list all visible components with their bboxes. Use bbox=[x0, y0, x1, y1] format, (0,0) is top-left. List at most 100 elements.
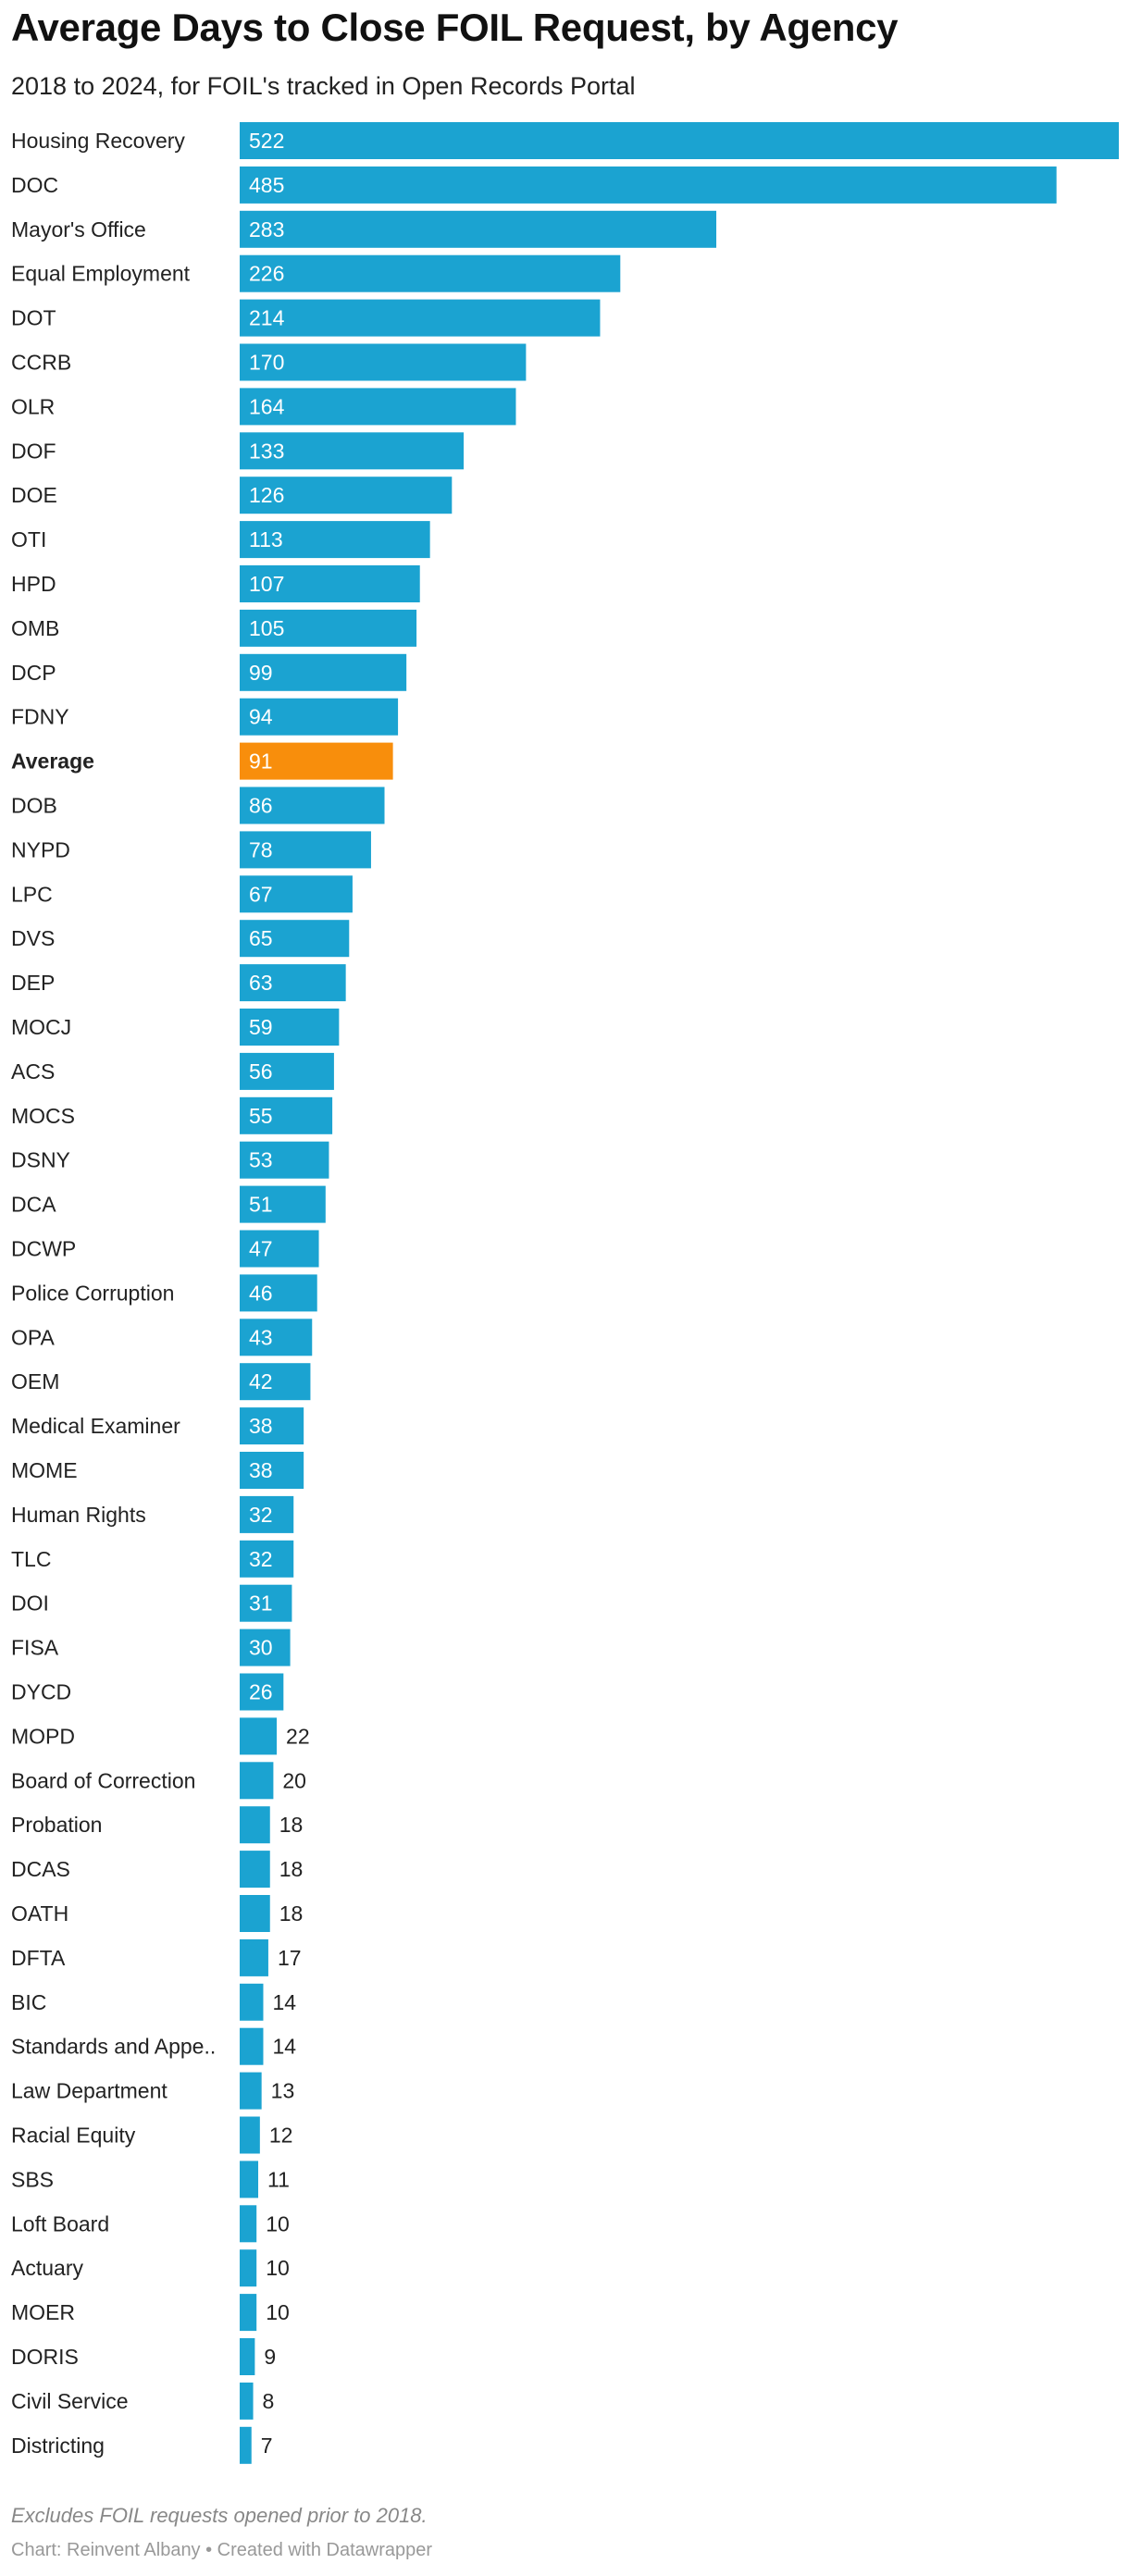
value-label: 53 bbox=[249, 1148, 273, 1172]
category-label: MOCJ bbox=[11, 1015, 71, 1039]
category-label: OATH bbox=[11, 1901, 68, 1926]
value-label: 105 bbox=[249, 616, 284, 640]
bar bbox=[240, 2249, 257, 2287]
bar bbox=[240, 2205, 257, 2243]
bar bbox=[240, 122, 1119, 159]
value-label: 32 bbox=[249, 1503, 273, 1527]
category-label: Mayor's Office bbox=[11, 217, 146, 242]
category-label: CCRB bbox=[11, 351, 71, 375]
value-label: 10 bbox=[266, 2300, 290, 2324]
bar bbox=[240, 521, 430, 559]
value-label: 86 bbox=[249, 794, 273, 818]
bar-row: Actuary 10 bbox=[11, 2249, 290, 2287]
category-label: Equal Employment bbox=[11, 262, 191, 286]
bar-row: DOC 485 bbox=[11, 166, 1057, 204]
value-label: 107 bbox=[249, 572, 284, 596]
bar-row: DOF 133 bbox=[11, 432, 465, 470]
value-label: 78 bbox=[249, 837, 273, 861]
value-label: 42 bbox=[249, 1369, 273, 1393]
value-label: 91 bbox=[249, 749, 273, 774]
bar-row: DORIS 9 bbox=[11, 2338, 276, 2375]
category-label: MOER bbox=[11, 2300, 75, 2324]
value-label: 226 bbox=[249, 262, 284, 286]
value-label: 133 bbox=[249, 439, 284, 463]
bar bbox=[240, 2116, 260, 2154]
value-label: 18 bbox=[279, 1857, 304, 1881]
category-label: Housing Recovery bbox=[11, 129, 185, 153]
category-label: DCA bbox=[11, 1193, 56, 1217]
bar bbox=[240, 1983, 264, 2021]
footnote: Excludes FOIL requests opened prior to 2… bbox=[11, 2504, 428, 2527]
bar-row: DCA 51 bbox=[11, 1185, 326, 1223]
category-label: DCP bbox=[11, 661, 56, 685]
bar-row: MOPD 22 bbox=[11, 1717, 310, 1755]
bar-row: Board of Correction 20 bbox=[11, 1762, 306, 1800]
bar-row: HPD 107 bbox=[11, 565, 420, 602]
category-label: Racial Equity bbox=[11, 2124, 136, 2148]
bar-row: CCRB 170 bbox=[11, 343, 527, 381]
value-label: 7 bbox=[261, 2434, 273, 2458]
bar bbox=[240, 2338, 255, 2375]
value-label: 113 bbox=[249, 527, 283, 551]
bar bbox=[240, 964, 346, 1002]
bar bbox=[240, 1851, 270, 1889]
category-label: DFTA bbox=[11, 1946, 66, 1970]
category-label: OLR bbox=[11, 394, 55, 418]
value-label: 485 bbox=[249, 173, 284, 197]
bar-row: MOCS 55 bbox=[11, 1096, 333, 1134]
bar bbox=[240, 2294, 257, 2332]
value-label: 17 bbox=[278, 1946, 302, 1970]
category-label: DOB bbox=[11, 794, 57, 818]
bar-row: Loft Board 10 bbox=[11, 2205, 290, 2243]
bar-row: BIC 14 bbox=[11, 1983, 296, 2021]
bar-row: Medical Examiner 38 bbox=[11, 1407, 304, 1445]
bar bbox=[240, 343, 527, 381]
bar bbox=[240, 166, 1057, 204]
value-label: 32 bbox=[249, 1547, 273, 1571]
bar-row: OATH 18 bbox=[11, 1895, 303, 1932]
bar-row: OTI 113 bbox=[11, 521, 430, 559]
category-label: DOT bbox=[11, 306, 56, 330]
bar-row: Probation 18 bbox=[11, 1806, 303, 1844]
value-label: 38 bbox=[249, 1414, 273, 1438]
category-label: HPD bbox=[11, 572, 56, 596]
bar bbox=[240, 2027, 264, 2065]
category-label: OEM bbox=[11, 1369, 59, 1393]
category-label: Probation bbox=[11, 1813, 102, 1837]
bar-row: Racial Equity 12 bbox=[11, 2116, 292, 2154]
value-label: 43 bbox=[249, 1325, 273, 1349]
bar bbox=[240, 1629, 291, 1666]
bar bbox=[240, 1540, 294, 1578]
bar bbox=[240, 1185, 326, 1223]
category-label: DORIS bbox=[11, 2345, 79, 2369]
bar bbox=[240, 1009, 340, 1046]
value-label: 94 bbox=[249, 705, 273, 729]
value-label: 31 bbox=[249, 1591, 273, 1616]
value-label: 67 bbox=[249, 882, 273, 906]
bar-row: OPA 43 bbox=[11, 1319, 313, 1356]
bar bbox=[240, 254, 621, 292]
bar bbox=[240, 1363, 311, 1401]
bar bbox=[240, 1806, 270, 1844]
value-label: 11 bbox=[267, 2167, 290, 2191]
bar bbox=[240, 2426, 252, 2464]
bar bbox=[240, 432, 465, 470]
value-label: 14 bbox=[272, 2035, 296, 2059]
category-label: DEP bbox=[11, 971, 55, 995]
category-label: SBS bbox=[11, 2167, 54, 2191]
category-label: DCAS bbox=[11, 1857, 70, 1881]
bar-row: DOB 86 bbox=[11, 786, 385, 824]
bar bbox=[240, 1407, 304, 1445]
bar-row: DOI 31 bbox=[11, 1584, 292, 1622]
category-label: DOF bbox=[11, 439, 56, 463]
value-label: 22 bbox=[286, 1724, 310, 1748]
value-label: 65 bbox=[249, 926, 273, 950]
bar-row: DEP 63 bbox=[11, 964, 346, 1002]
value-label: 522 bbox=[249, 129, 284, 153]
category-label: Average bbox=[11, 749, 94, 774]
bar bbox=[240, 1319, 313, 1356]
bar bbox=[240, 1938, 268, 1976]
bar-row: OEM 42 bbox=[11, 1363, 311, 1401]
bar bbox=[240, 1141, 329, 1179]
value-label: 9 bbox=[264, 2345, 276, 2369]
